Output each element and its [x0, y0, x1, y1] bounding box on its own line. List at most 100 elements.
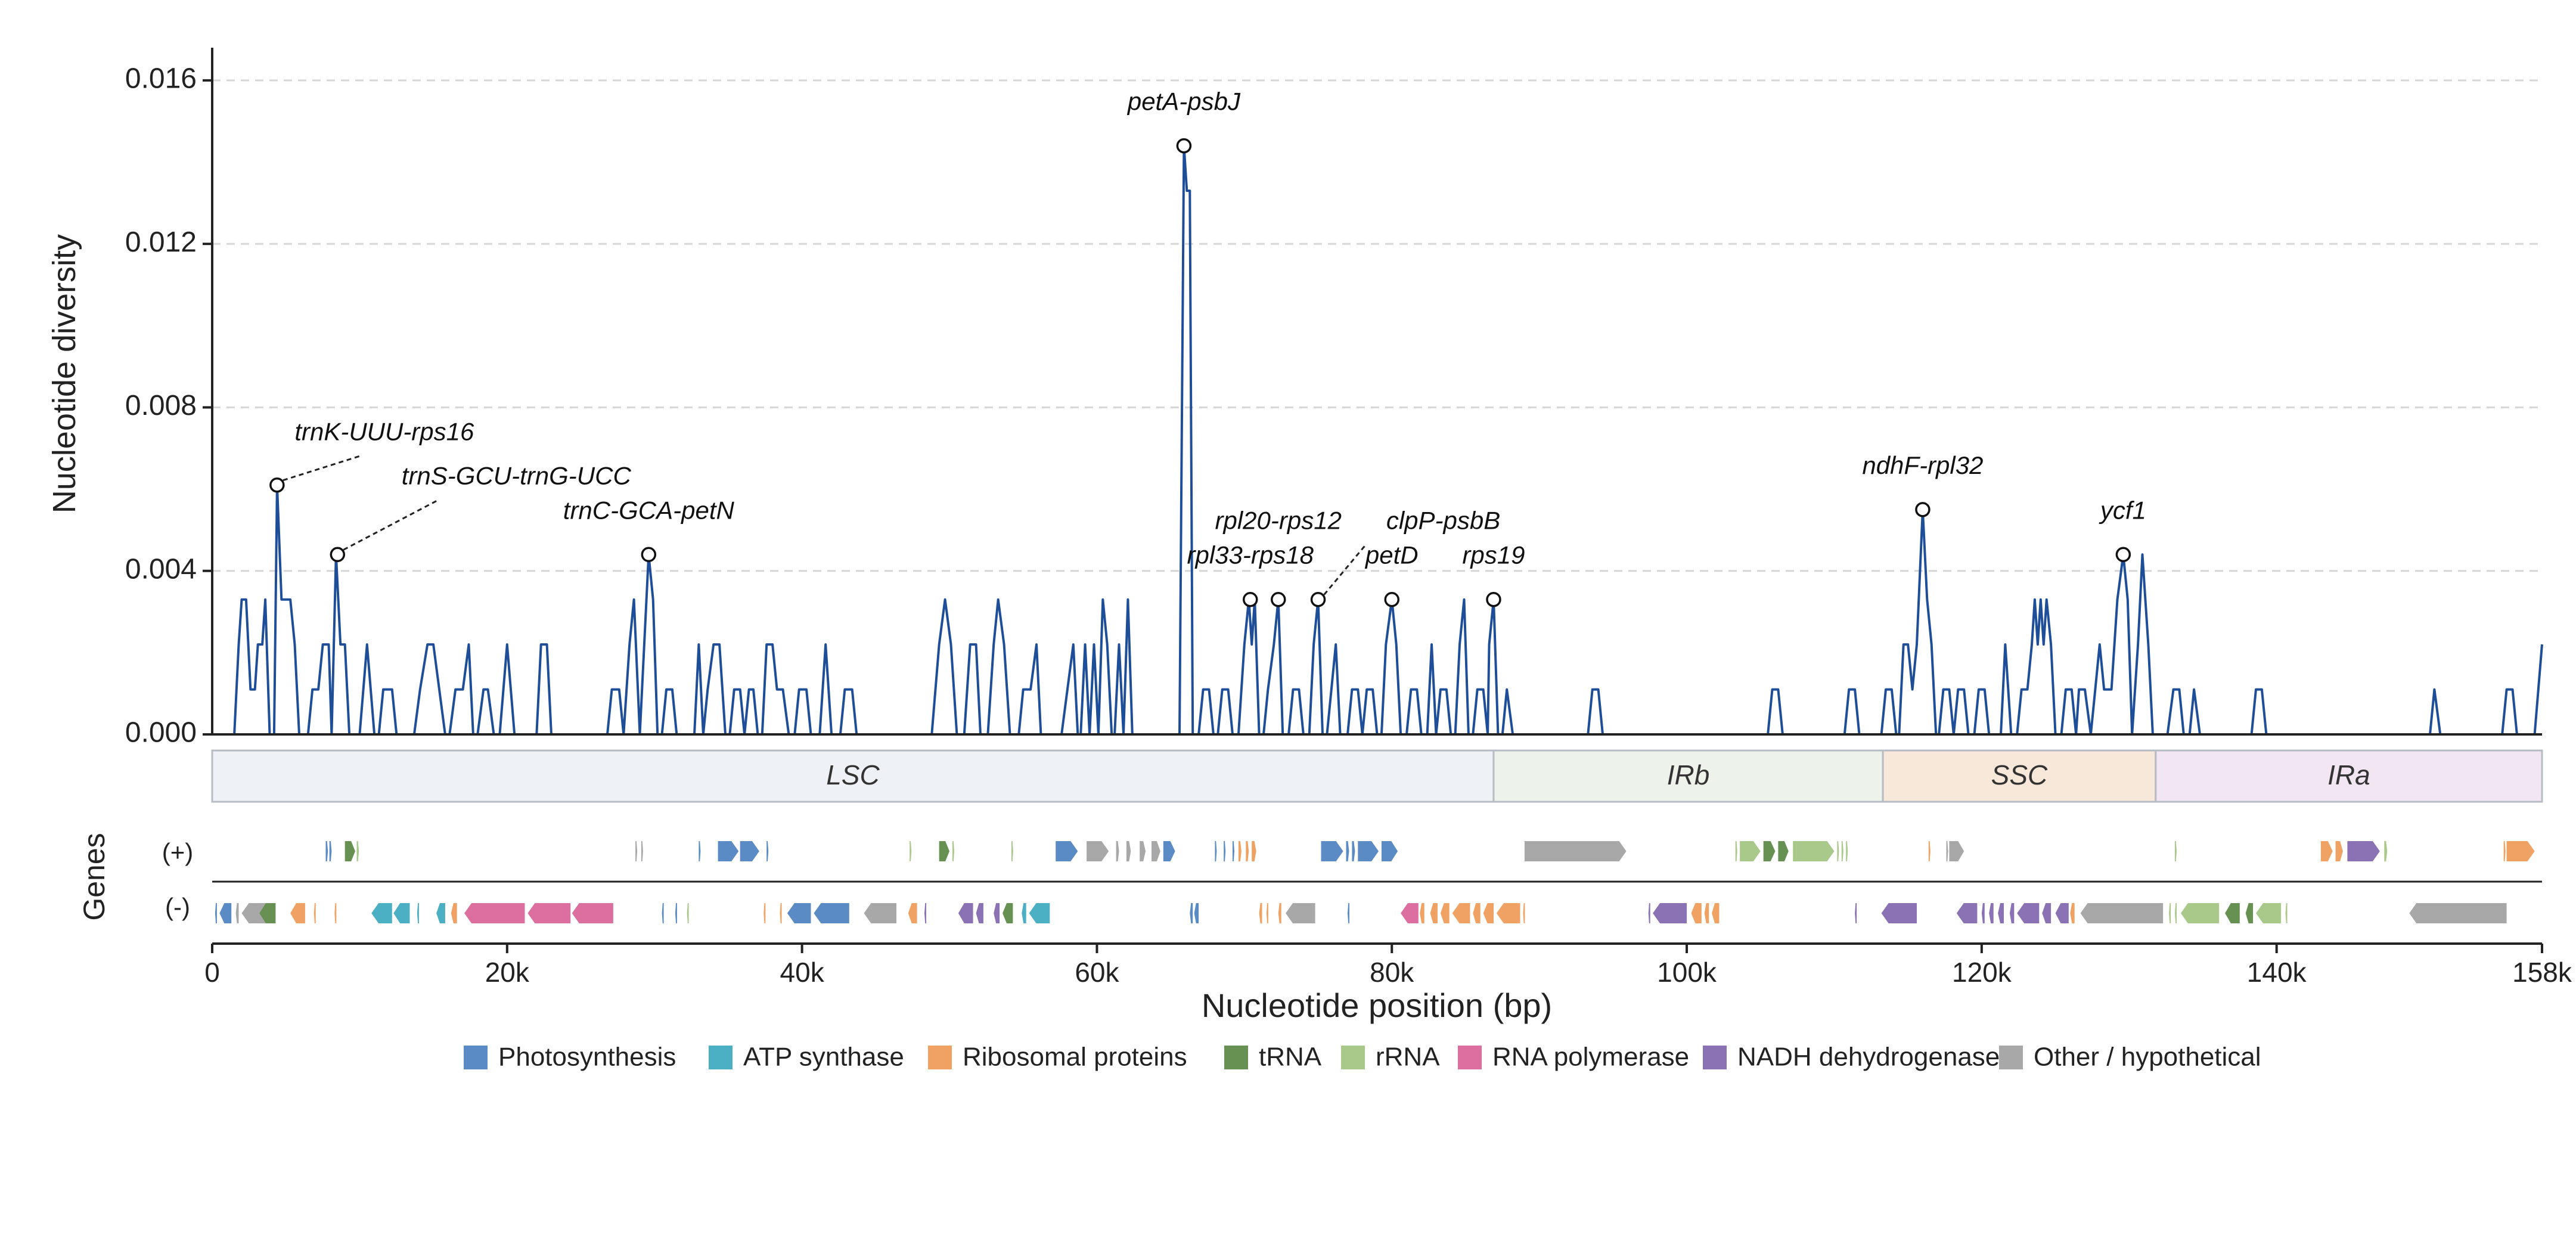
peak-marker [1384, 591, 1399, 607]
gene-arrow [1246, 841, 1249, 861]
gene-arrow [1140, 841, 1146, 861]
gene-arrow [1793, 841, 1835, 861]
legend-label: Photosynthesis [498, 1043, 676, 1072]
gene-arrow [699, 841, 701, 861]
gene-arrow [215, 903, 217, 923]
legend-label: Ribosomal proteins [963, 1043, 1187, 1072]
gene-arrow [2245, 903, 2254, 923]
diversity-line [233, 144, 2543, 736]
gene-arrow [1278, 903, 1281, 923]
gene-arrow [1126, 841, 1131, 861]
gene-arrow [2180, 903, 2220, 923]
gene-arrow [329, 841, 332, 861]
gene-arrow [939, 841, 949, 861]
region-label: IRa [2327, 759, 2370, 790]
gene-arrow [1998, 903, 2004, 923]
gene-arrow [371, 903, 392, 923]
gene-arrow [1452, 903, 1470, 923]
x-tick-label: 20k [485, 957, 530, 988]
gene-arrow [1855, 903, 1857, 923]
peak-label: petD [1364, 541, 1419, 569]
y-tick-label: 0.000 [125, 717, 197, 749]
gene-arrow [952, 841, 954, 861]
legend-swatch [1341, 1046, 1365, 1069]
gene-arrow [2409, 903, 2507, 923]
gene-arrow [814, 903, 849, 923]
gene-arrow [2175, 841, 2177, 861]
gene-arrow [334, 903, 337, 923]
gene-tracks [212, 841, 2542, 923]
peak-marker [1270, 591, 1286, 607]
gene-arrow [290, 903, 305, 923]
gene-arrow [1473, 903, 1481, 923]
region-label: IRb [1667, 759, 1710, 790]
gene-arrow [740, 841, 759, 861]
gene-arrow [1691, 903, 1702, 923]
gene-arrow [2080, 903, 2164, 923]
gene-arrow [1321, 841, 1343, 861]
gene-arrow [527, 903, 571, 923]
peak-marker [1310, 591, 1326, 607]
gene-arrow [787, 903, 811, 923]
gene-arrow [1286, 903, 1315, 923]
gene-arrow [1224, 841, 1226, 861]
legend-label: rRNA [1376, 1043, 1440, 1072]
gene-arrow [1430, 903, 1438, 923]
x-axis-title: Nucleotide position (bp) [1202, 987, 1552, 1024]
peak-marker [1176, 138, 1192, 154]
gene-arrow [1029, 903, 1050, 923]
gene-arrow [641, 841, 643, 861]
gene-arrow [572, 903, 613, 923]
gene-arrow [2335, 841, 2343, 861]
gene-arrow [2506, 841, 2535, 861]
gene-arrow [1496, 903, 1520, 923]
gene-arrow [1524, 841, 1627, 861]
gene-arrow [1837, 841, 1839, 861]
gene-arrow [1704, 903, 1709, 923]
peak-marker [1915, 502, 1931, 517]
gene-arrow [1763, 841, 1776, 861]
gene-arrow [2225, 903, 2240, 923]
y-gridlines [212, 79, 2542, 572]
gene-arrow [464, 903, 525, 923]
legend-label: ATP synthase [743, 1043, 904, 1072]
gene-arrow [1949, 841, 1964, 861]
peak-leader-line [1323, 544, 1367, 596]
gene-arrow [1881, 903, 1917, 923]
region-box [2155, 749, 2543, 803]
gene-arrow [2256, 903, 2282, 923]
peak-leader-line [283, 455, 361, 482]
legend-label: tRNA [1259, 1043, 1322, 1072]
gene-arrow [2017, 903, 2040, 923]
y-axis-title: Nucleotide diversity [46, 234, 82, 513]
genes-track-title: Genes [77, 833, 111, 920]
gene-arrow [1712, 903, 1720, 923]
gene-arrow [1778, 841, 1789, 861]
peak-label: rps19 [1462, 541, 1525, 569]
gene-arrow [718, 841, 739, 861]
gene-arrow [1381, 841, 1398, 861]
gene-arrow [1440, 903, 1450, 923]
y-tick-label: 0.012 [125, 227, 197, 258]
y-tick-label: 0.008 [125, 390, 197, 421]
gene-arrow [635, 841, 638, 861]
legend-label: NADH dehydrogenase [1737, 1043, 2000, 1072]
peak-label: trnC-GCA-petN [563, 496, 735, 524]
gene-arrow [1194, 903, 1199, 923]
gene-arrow [766, 841, 769, 861]
peak-label: petA-psbJ [1126, 88, 1241, 116]
peak-annotations: trnK-UUU-rps16 trnS-GCU-trnG-UCC trnC-GCA-… [269, 88, 2146, 607]
gene-arrow [1346, 841, 1349, 861]
gene-arrow [2169, 903, 2171, 923]
gene-arrow [1011, 841, 1013, 861]
gene-arrow [1846, 841, 1848, 861]
peak-label: rpl20-rps12 [1215, 507, 1342, 535]
gene-arrow [393, 903, 410, 923]
gene-arrow [1259, 903, 1262, 923]
gene-arrow [1989, 903, 1994, 923]
gene-arrow [958, 903, 973, 923]
gene-arrow [924, 903, 926, 923]
gene-arrow [1358, 841, 1379, 861]
x-tick-label: 140k [2247, 957, 2307, 988]
y-tick-label: 0.004 [125, 553, 197, 585]
